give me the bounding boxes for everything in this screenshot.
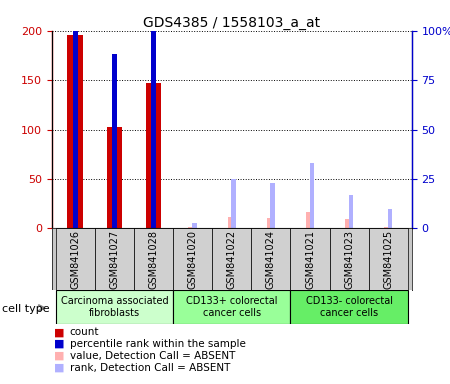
Bar xyxy=(56,228,95,290)
Bar xyxy=(151,27,156,228)
Bar xyxy=(112,55,117,228)
Text: GSM841027: GSM841027 xyxy=(109,230,119,290)
Bar xyxy=(56,290,173,324)
Text: value, Detection Call = ABSENT: value, Detection Call = ABSENT xyxy=(70,351,235,361)
Text: GSM841028: GSM841028 xyxy=(148,230,158,289)
Bar xyxy=(146,83,161,228)
Bar xyxy=(267,218,271,228)
Bar xyxy=(384,227,389,228)
Text: GSM841025: GSM841025 xyxy=(383,230,393,290)
Bar xyxy=(228,217,232,228)
Text: ■: ■ xyxy=(54,363,64,373)
Text: GSM841020: GSM841020 xyxy=(188,230,198,289)
Bar xyxy=(95,228,134,290)
Text: ■: ■ xyxy=(54,351,64,361)
Bar xyxy=(173,290,290,324)
Title: GDS4385 / 1558103_a_at: GDS4385 / 1558103_a_at xyxy=(143,16,320,30)
Bar xyxy=(192,223,197,228)
Bar xyxy=(173,228,212,290)
Text: cell type: cell type xyxy=(2,304,50,314)
Text: CD133- colorectal
cancer cells: CD133- colorectal cancer cells xyxy=(306,296,393,318)
Text: GSM841024: GSM841024 xyxy=(266,230,276,289)
Text: count: count xyxy=(70,327,99,337)
Bar xyxy=(231,179,236,228)
Text: GSM841026: GSM841026 xyxy=(70,230,80,289)
Bar xyxy=(349,195,353,228)
Text: ■: ■ xyxy=(54,339,64,349)
Bar xyxy=(310,163,314,228)
Bar xyxy=(251,228,290,290)
Text: Carcinoma associated
fibroblasts: Carcinoma associated fibroblasts xyxy=(61,296,168,318)
Bar xyxy=(329,228,369,290)
Bar xyxy=(73,5,77,228)
Bar xyxy=(68,35,83,228)
Bar xyxy=(369,228,408,290)
Text: percentile rank within the sample: percentile rank within the sample xyxy=(70,339,246,349)
Bar xyxy=(290,228,329,290)
Bar xyxy=(306,212,310,228)
Text: GSM841021: GSM841021 xyxy=(305,230,315,289)
Text: GSM841022: GSM841022 xyxy=(227,230,237,290)
Bar xyxy=(345,218,350,228)
Bar xyxy=(388,209,392,228)
Bar xyxy=(134,228,173,290)
Text: CD133+ colorectal
cancer cells: CD133+ colorectal cancer cells xyxy=(186,296,278,318)
Bar xyxy=(107,127,122,228)
Text: ■: ■ xyxy=(54,327,64,337)
Bar xyxy=(212,228,251,290)
Bar xyxy=(290,290,408,324)
Bar xyxy=(270,183,275,228)
Bar xyxy=(189,227,193,228)
Text: rank, Detection Call = ABSENT: rank, Detection Call = ABSENT xyxy=(70,363,230,373)
Text: GSM841023: GSM841023 xyxy=(344,230,354,289)
